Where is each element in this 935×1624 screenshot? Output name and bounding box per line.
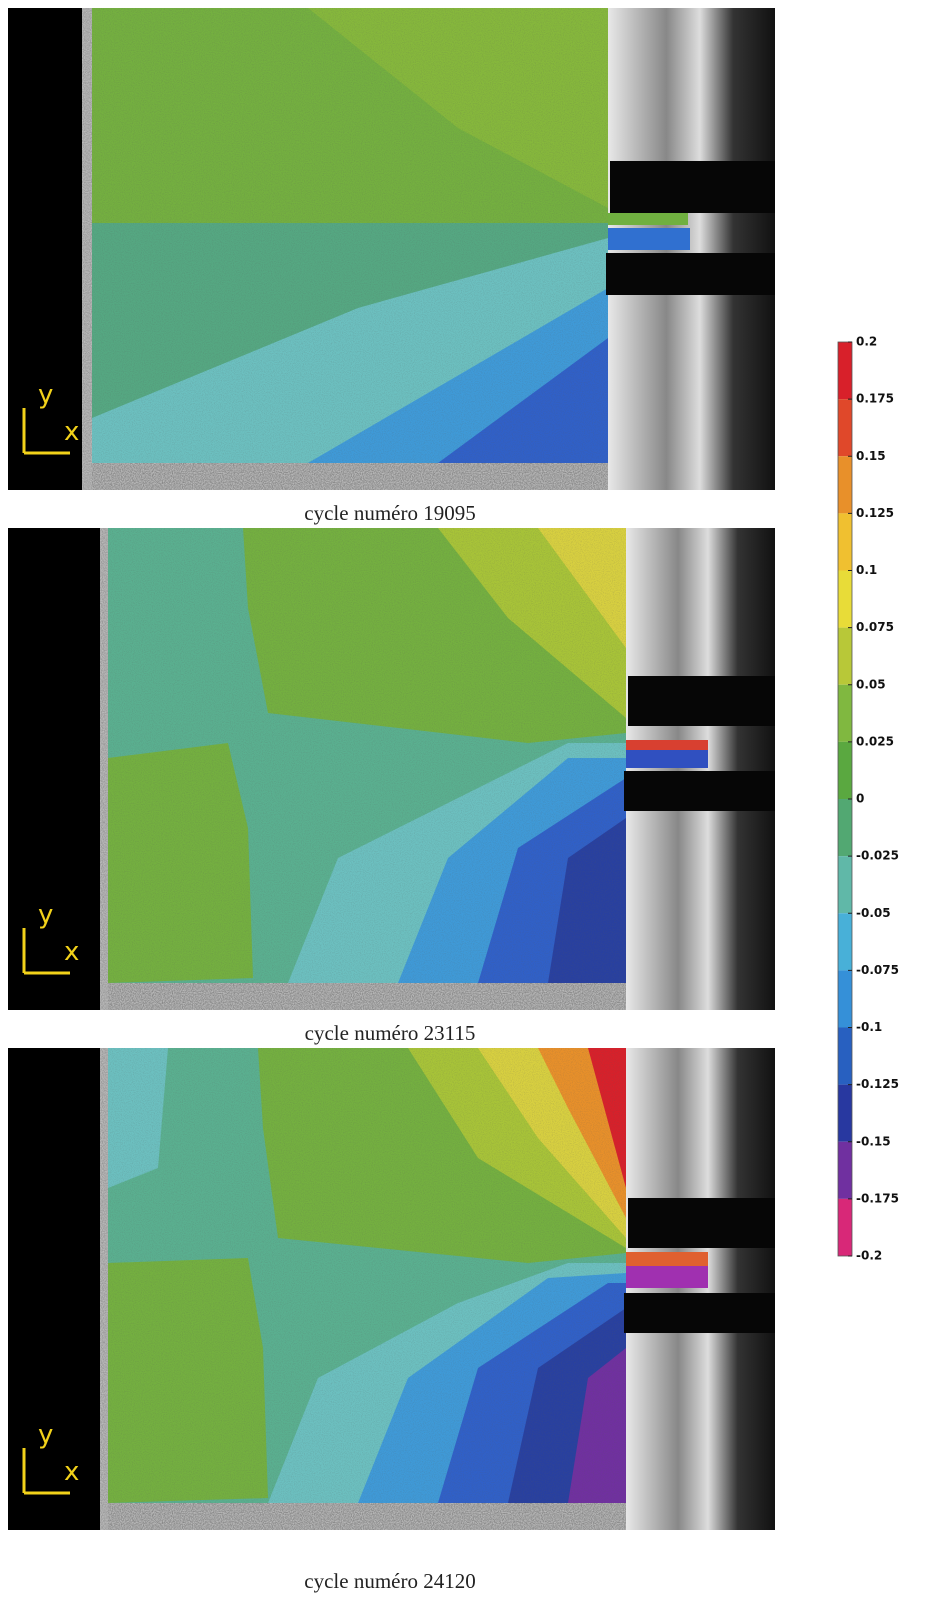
panel: y x: [8, 8, 775, 490]
colorbar-tick-label: 0.2: [856, 335, 877, 349]
colorbar-tick-label: 0.025: [856, 734, 894, 748]
axis-label: y: [38, 900, 53, 930]
colorbar-tick-label: 0: [856, 792, 864, 806]
colorbar-band: [838, 627, 852, 685]
colorbar-tick-label: 0.075: [856, 620, 894, 634]
colorbar-band: [838, 1198, 852, 1256]
colorbar-tick-label: -0.2: [856, 1249, 882, 1263]
caption: cycle numéro 23115: [305, 1021, 476, 1045]
axis-label: y: [38, 380, 53, 410]
caption: cycle numéro 24120: [304, 1569, 475, 1593]
colorbar-band: [838, 1084, 852, 1142]
colorbar-band: [838, 970, 852, 1028]
colorbar-band: [838, 913, 852, 971]
panel: y x: [8, 1048, 775, 1530]
colorbar-tick-label: 0.15: [856, 449, 886, 463]
colorbar-tick-label: -0.15: [856, 1134, 891, 1148]
colorbar-band: [838, 513, 852, 571]
colorbar-band: [838, 1027, 852, 1085]
colorbar-tick-label: -0.05: [856, 906, 891, 920]
panel: y x: [8, 528, 775, 1010]
colorbar-tick-label: 0.125: [856, 506, 894, 520]
colorbar-band: [838, 570, 852, 628]
colorbar-tick-label: -0.125: [856, 1077, 899, 1091]
colorbar-tick-label: 0.05: [856, 677, 886, 691]
colorbar-band: [838, 856, 852, 914]
colorbar-band: [838, 684, 852, 742]
axis-label: y: [38, 1420, 53, 1450]
axis-label: x: [64, 417, 79, 447]
colorbar: 0.2 0.175 0.15 0.125 0.1 0.075 0.05 0.025 0 -0.02…: [837, 335, 899, 1263]
colorbar-tick-label: 0.1: [856, 563, 877, 577]
colorbar-band: [838, 342, 852, 400]
colorbar-tick-label: 0.175: [856, 392, 894, 406]
colorbar-tick-label: -0.075: [856, 963, 899, 977]
caption: cycle numéro 19095: [304, 501, 475, 525]
colorbar-band: [838, 741, 852, 799]
colorbar-band: [838, 799, 852, 857]
axis-label: x: [64, 1457, 79, 1487]
colorbar-tick-label: -0.025: [856, 849, 899, 863]
colorbar-band: [838, 1141, 852, 1199]
colorbar-tick-label: -0.175: [856, 1191, 899, 1205]
colorbar-band: [838, 399, 852, 457]
colorbar-band: [838, 456, 852, 514]
colorbar-tick-label: -0.1: [856, 1020, 882, 1034]
axis-label: x: [64, 937, 79, 967]
